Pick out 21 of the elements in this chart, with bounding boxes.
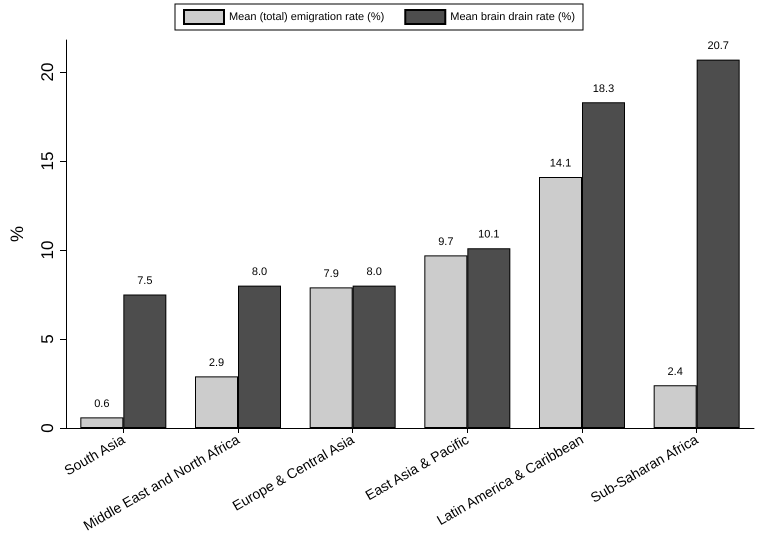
data-label: 10.1 xyxy=(478,228,500,241)
legend-label: Mean (total) emigration rate (%) xyxy=(229,11,384,23)
data-label: 14.1 xyxy=(550,158,572,170)
data-label: 2.9 xyxy=(208,356,224,369)
data-label: 8.0 xyxy=(366,266,382,278)
y-tick-label: 15 xyxy=(38,152,57,170)
data-label: 8.0 xyxy=(252,266,268,278)
y-axis-title: % xyxy=(7,226,27,242)
data-label: 9.7 xyxy=(438,236,454,248)
y-tick-label: 5 xyxy=(38,334,57,344)
data-label: 0.6 xyxy=(94,398,110,410)
data-label: 2.4 xyxy=(668,366,683,378)
data-label: 7.5 xyxy=(137,275,152,288)
y-tick-label: 10 xyxy=(38,240,57,260)
data-label: 18.3 xyxy=(592,82,614,95)
data-label: 7.9 xyxy=(324,268,339,280)
y-tick-label: 20 xyxy=(38,62,57,82)
y-tick-label: 0 xyxy=(38,423,57,433)
legend-label: Mean brain drain rate (%) xyxy=(450,11,576,23)
x-tick-label: South Asia xyxy=(61,430,128,478)
data-label: 20.7 xyxy=(707,40,729,52)
